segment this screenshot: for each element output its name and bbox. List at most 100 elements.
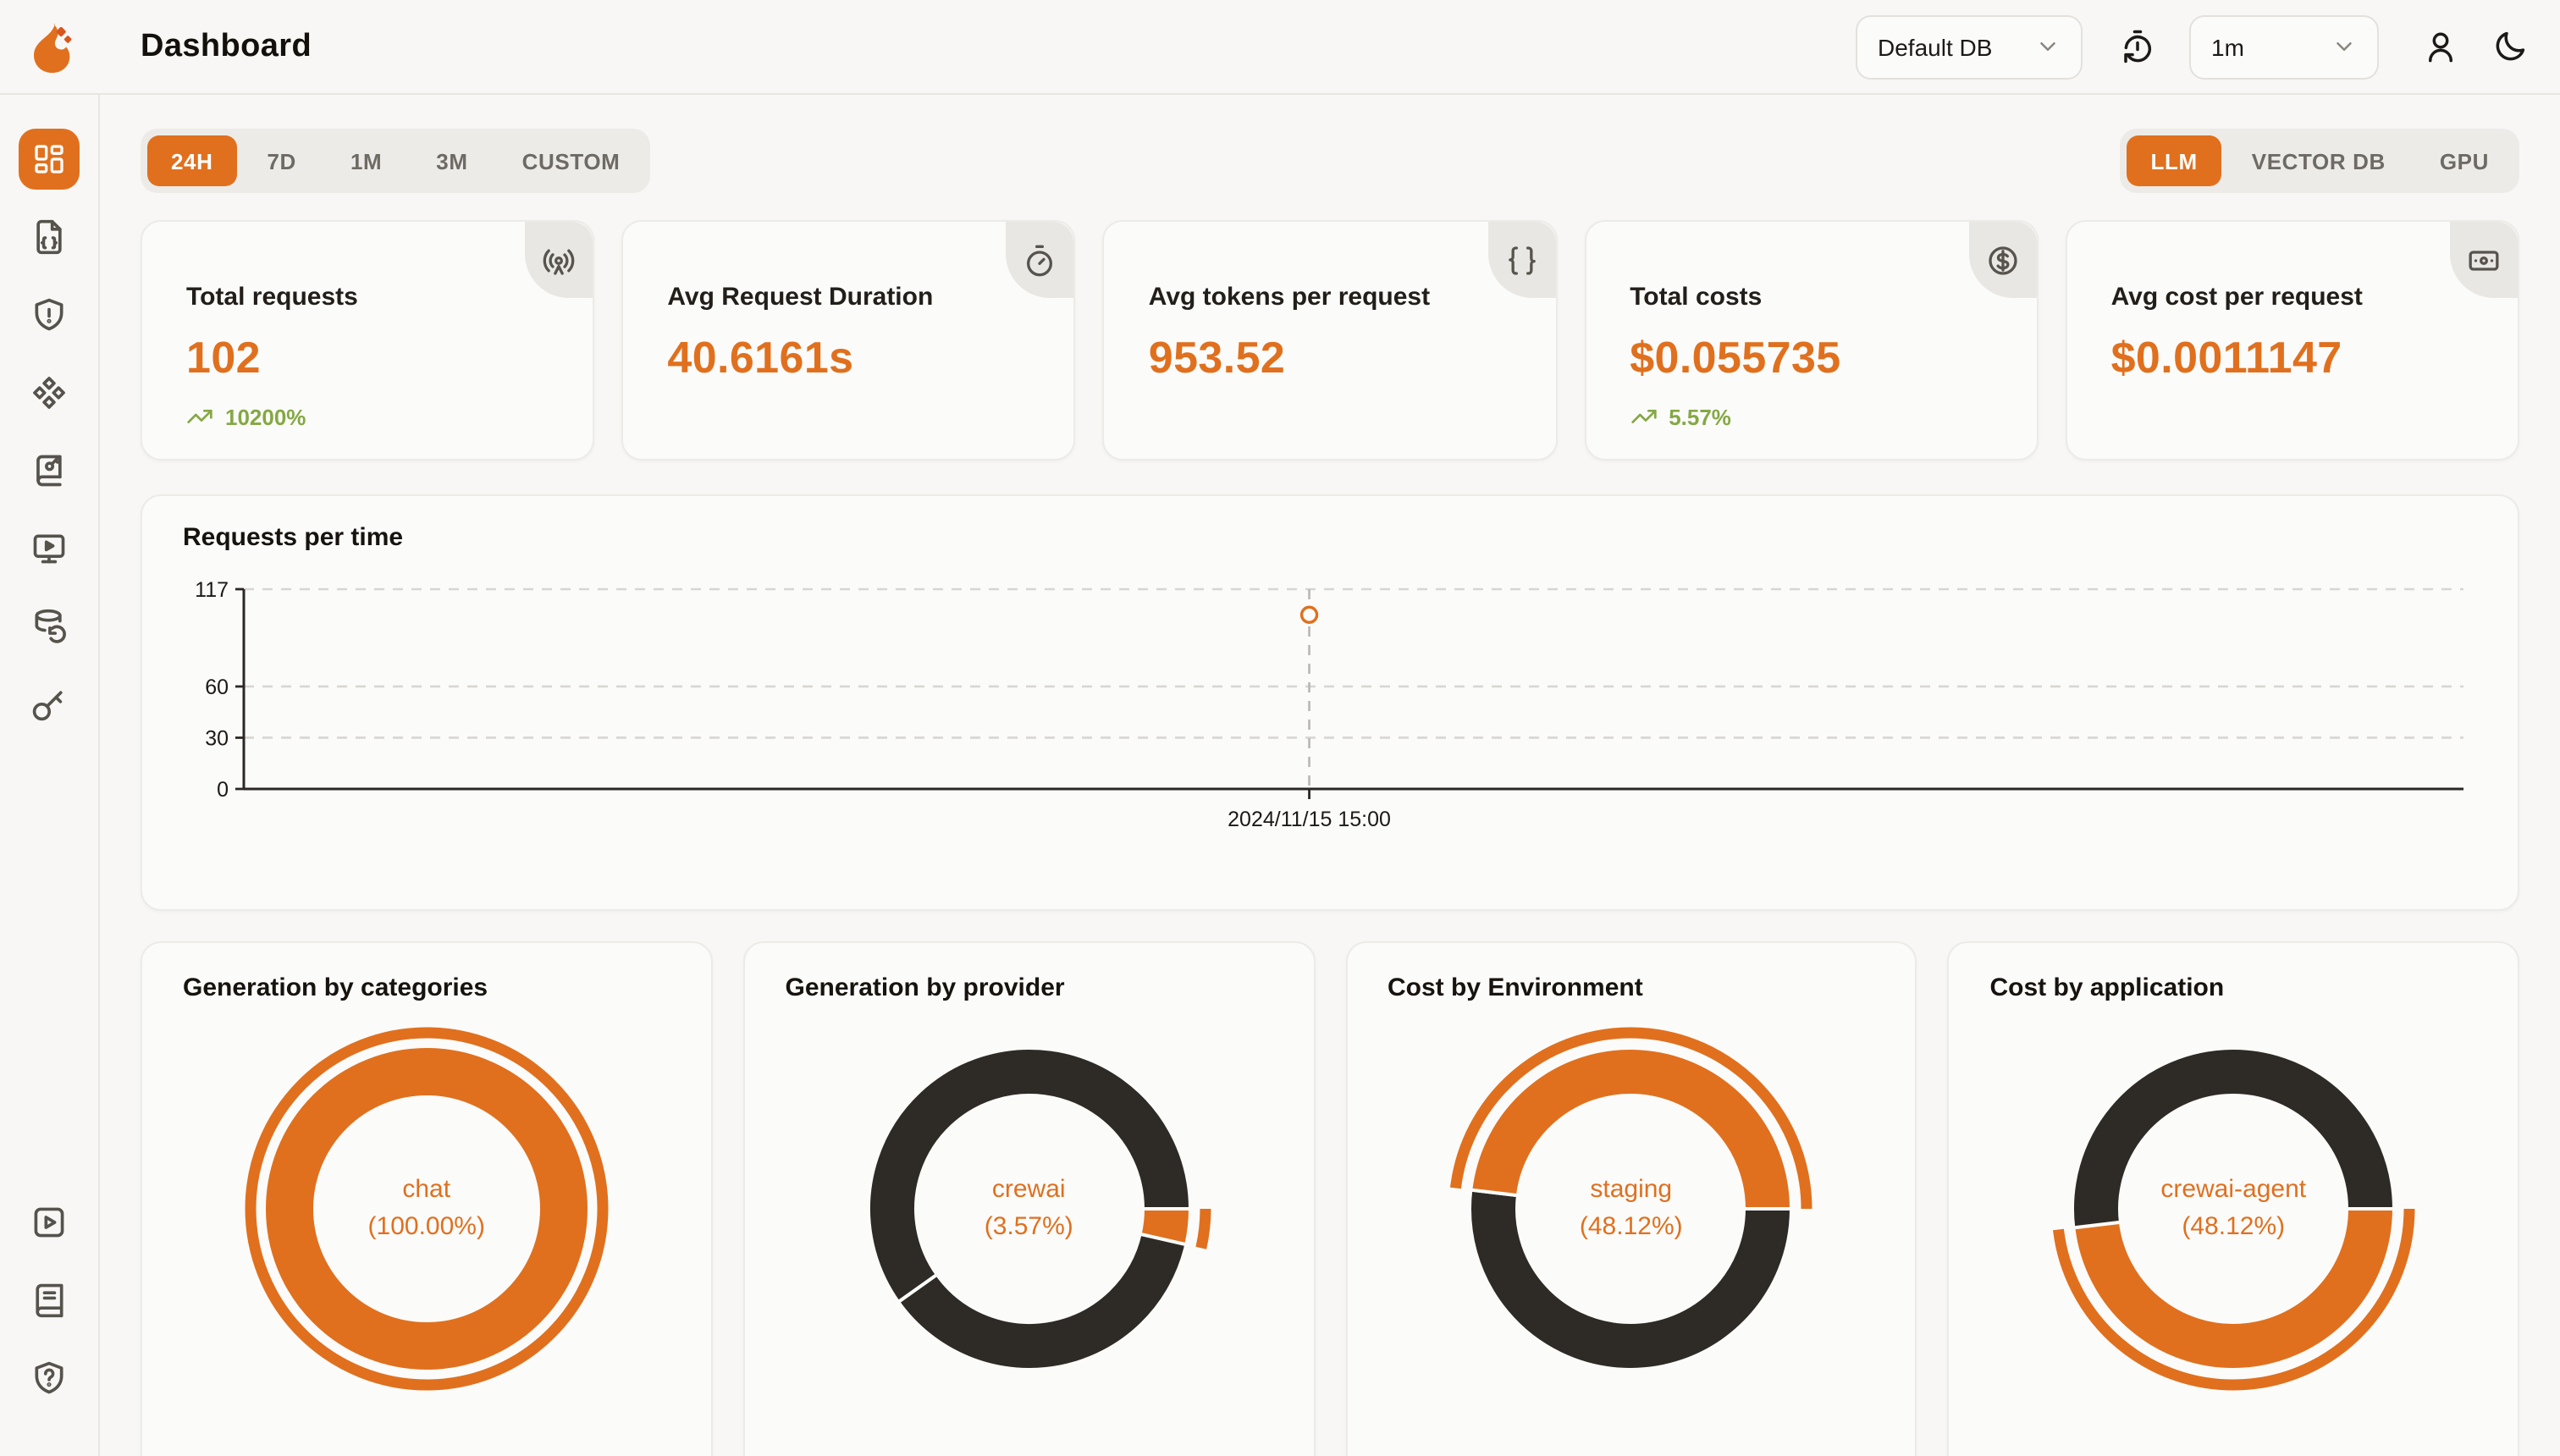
sidebar-item-databases[interactable] — [19, 596, 80, 657]
sidebar-item-getting-started[interactable] — [19, 1192, 80, 1253]
stat-trend: 10200% — [186, 403, 566, 430]
donut-chart-cost-by-environment: staging (48.12%) — [1448, 1026, 1814, 1392]
donut-card-cost-by-application: Cost by application crewai-agent (48.12%) — [1947, 941, 2519, 1456]
stat-title: Avg cost per request — [2110, 283, 2363, 312]
stat-value: $0.055735 — [1630, 332, 1841, 383]
stat-card-total-requests: Total requests 102 10200% — [141, 220, 595, 461]
donut-chart-cost-by-application: crewai-agent (48.12%) — [2050, 1026, 2416, 1392]
sidebar-item-requests[interactable] — [19, 207, 80, 267]
stat-value: 102 — [186, 332, 261, 383]
circle-dollar-icon — [1986, 243, 2020, 277]
main-content: 24H 7D 1M 3M CUSTOM LLM VECTOR DB GPU Total re… — [100, 95, 2560, 1456]
donut-svg[interactable] — [1448, 1026, 1814, 1392]
requests-chart-card: Requests per time 0 30 60 117 2024/11/15 15:… — [141, 494, 2519, 911]
database-select[interactable]: Default DB — [1856, 14, 2083, 79]
sidebar-item-support[interactable] — [19, 1348, 80, 1409]
tab-24h[interactable]: 24H — [147, 135, 237, 186]
app-header: Dashboard Default DB 1m — [0, 0, 2560, 95]
donut-cards-row: Generation by categories chat (100.00%) Gen… — [141, 941, 2519, 1456]
book-key-icon — [30, 452, 68, 489]
refresh-timer-icon[interactable] — [2120, 29, 2155, 64]
svg-text:0: 0 — [217, 778, 229, 802]
stat-card-avg-cost-per-request: Avg cost per request $0.0011147 — [2065, 220, 2519, 461]
requests-line-chart[interactable]: 0 30 60 117 2024/11/15 15:00 — [183, 565, 2477, 884]
sidebar-item-documentation[interactable] — [19, 1270, 80, 1331]
sidebar-item-dashboard[interactable] — [19, 129, 80, 190]
database-select-value: Default DB — [1878, 33, 1993, 60]
stat-title: Total costs — [1630, 283, 1763, 312]
tab-custom[interactable]: CUSTOM — [499, 135, 644, 186]
tab-3m[interactable]: 3M — [412, 135, 491, 186]
component-icon — [30, 374, 68, 411]
app-logo[interactable] — [0, 19, 100, 74]
sidebar — [0, 95, 100, 1456]
sidebar-nav — [19, 129, 80, 752]
donut-card-cost-by-environment: Cost by Environment staging (48.12%) — [1345, 941, 1917, 1456]
dark-mode-moon-icon[interactable] — [2492, 29, 2528, 64]
stat-card-total-costs: Total costs $0.055735 5.57% — [1584, 220, 2039, 461]
file-code-icon — [30, 218, 68, 256]
key-icon — [30, 686, 68, 723]
stat-title: Avg tokens per request — [1148, 283, 1431, 312]
controls-row: 24H 7D 1M 3M CUSTOM LLM VECTOR DB GPU — [141, 129, 2519, 193]
timer-icon — [1023, 243, 1057, 277]
stat-title: Total requests — [186, 283, 358, 312]
chevron-down-icon — [2035, 34, 2061, 59]
stat-card-corner-badge — [525, 222, 593, 298]
monitor-play-icon — [30, 530, 68, 567]
stat-trend-value: 10200% — [225, 404, 306, 429]
sidebar-item-prompt-hub[interactable] — [19, 362, 80, 423]
donut-card-title: Generation by categories — [183, 973, 488, 1002]
sidebar-item-openground[interactable] — [19, 518, 80, 579]
database-backup-icon — [30, 608, 68, 645]
stat-value: 40.6161s — [667, 332, 854, 383]
stat-trend: 5.57% — [1630, 403, 2009, 430]
refresh-interval-select[interactable]: 1m — [2189, 14, 2379, 79]
stat-value: $0.0011147 — [2110, 332, 2342, 383]
donut-svg[interactable] — [244, 1026, 610, 1392]
donut-chart-generation-by-categories: chat (100.00%) — [244, 1026, 610, 1392]
tab-1m[interactable]: 1M — [327, 135, 406, 186]
sidebar-item-exceptions[interactable] — [19, 284, 80, 345]
donut-card-title: Generation by provider — [785, 973, 1065, 1002]
donut-center-label: crewai (3.57%) — [984, 1175, 1073, 1242]
square-play-icon — [30, 1204, 68, 1241]
sidebar-item-vault[interactable] — [19, 440, 80, 501]
tab-llm[interactable]: LLM — [2127, 135, 2221, 186]
sidebar-footer — [19, 1192, 80, 1426]
donut-card-generation-by-categories: Generation by categories chat (100.00%) — [141, 941, 713, 1456]
stat-title: Avg Request Duration — [667, 283, 934, 312]
tab-vector-db[interactable]: VECTOR DB — [2228, 135, 2409, 186]
stats-row: Total requests 102 10200% Avg Request Durat… — [141, 220, 2519, 461]
time-range-tabs: 24H 7D 1M 3M CUSTOM — [141, 129, 651, 193]
svg-text:2024/11/15 15:00: 2024/11/15 15:00 — [1228, 808, 1391, 831]
radio-tower-icon — [542, 243, 576, 277]
tab-gpu[interactable]: GPU — [2416, 135, 2513, 186]
user-icon[interactable] — [2423, 29, 2458, 64]
donut-center-label: chat (100.00%) — [367, 1175, 485, 1242]
svg-text:117: 117 — [195, 578, 229, 602]
braces-icon — [1504, 243, 1538, 277]
requests-chart-title: Requests per time — [183, 523, 404, 552]
stat-card-avg-tokens-per-request: Avg tokens per request 953.52 — [1102, 220, 1558, 461]
refresh-interval-value: 1m — [2211, 33, 2244, 60]
donut-svg[interactable] — [846, 1026, 1211, 1392]
shield-question-icon — [30, 1359, 68, 1397]
banknote-icon — [2467, 243, 2501, 277]
trending-up-icon — [186, 403, 213, 430]
sidebar-item-api-keys[interactable] — [19, 674, 80, 735]
stat-card-avg-request-duration: Avg Request Duration 40.6161s — [621, 220, 1076, 461]
chevron-down-icon — [2331, 34, 2357, 59]
svg-text:30: 30 — [205, 726, 229, 750]
layout-dashboard-icon — [32, 142, 66, 176]
flame-logo-icon — [33, 23, 71, 72]
tab-7d[interactable]: 7D — [244, 135, 320, 186]
donut-card-title: Cost by application — [1989, 973, 2225, 1002]
shield-alert-icon — [30, 296, 68, 334]
donut-chart-generation-by-provider: crewai (3.57%) — [846, 1026, 1211, 1392]
donut-card-title: Cost by Environment — [1388, 973, 1643, 1002]
donut-svg[interactable] — [2050, 1026, 2416, 1392]
stat-trend-value: 5.57% — [1669, 404, 1731, 429]
donut-center-label: crewai-agent (48.12%) — [2160, 1175, 2307, 1242]
